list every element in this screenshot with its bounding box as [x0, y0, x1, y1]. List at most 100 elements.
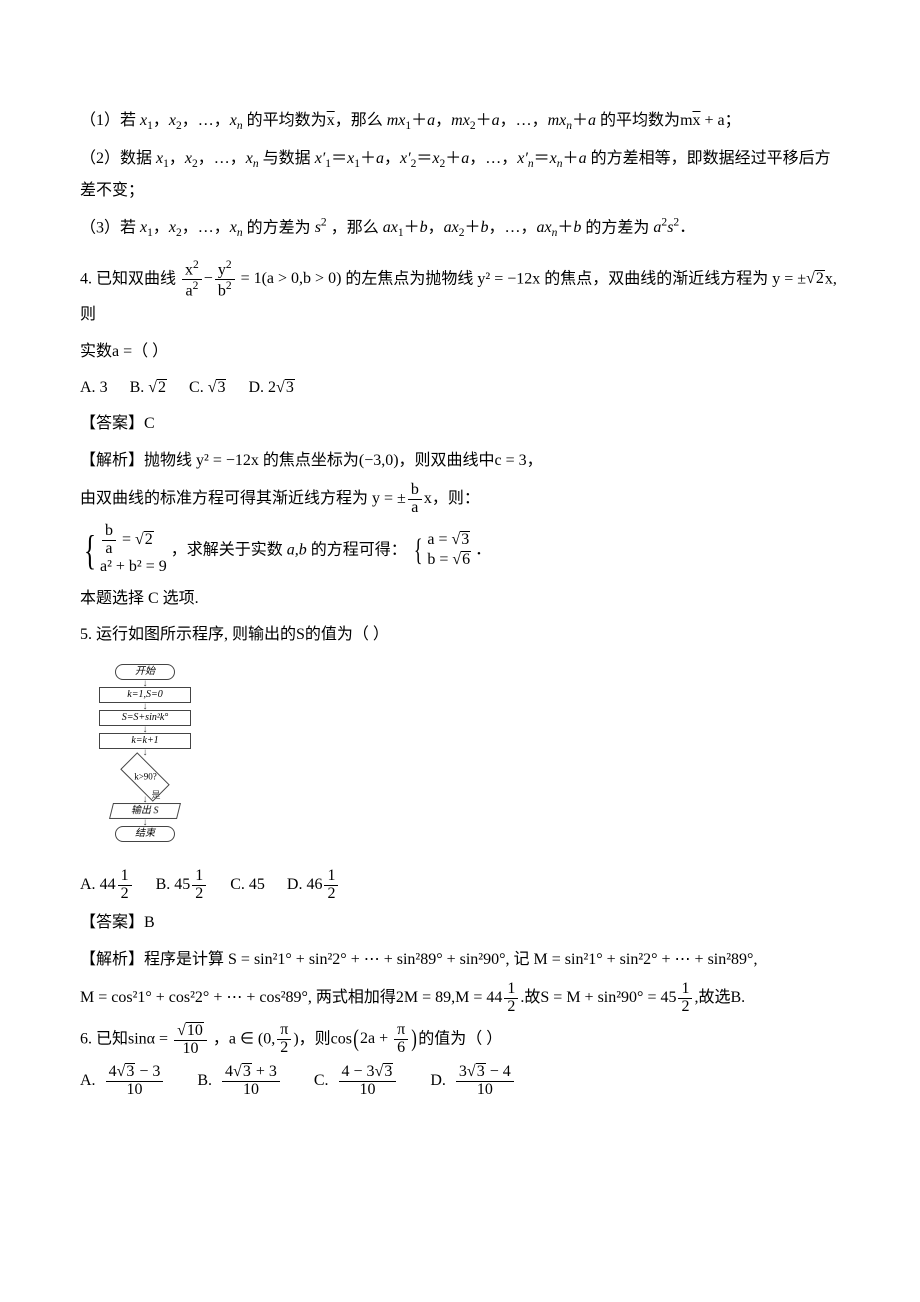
text: 的平均数为 [600, 112, 680, 129]
den: 2 [678, 999, 692, 1016]
a: 4 [109, 1063, 117, 1080]
q6-option-b: B. 4√3 + 310 [197, 1063, 281, 1099]
label: C. [189, 379, 204, 396]
q4-option-b: B.√2 [130, 373, 167, 403]
num: π [277, 1022, 291, 1040]
den: 10 [106, 1082, 164, 1099]
den: a [408, 500, 422, 517]
ab: a,b [287, 541, 311, 558]
text: 的焦点坐标为(−3,0)，则双曲线中c = 3， [263, 452, 543, 469]
text: y² = −12x [477, 270, 540, 287]
q4-answer: 【答案】C [80, 409, 840, 439]
text: （2）数据 [80, 150, 156, 167]
text: 2a + [360, 1030, 392, 1047]
a: 4 − 3 [342, 1063, 375, 1080]
text: m [680, 112, 692, 129]
label: B. [197, 1072, 212, 1089]
text: （3）若 [80, 219, 140, 236]
val: 2 [157, 379, 167, 396]
den: 10 [174, 1041, 207, 1058]
q5-stem: 5. 运行如图所示程序, 则输出的S的值为（ ） [80, 620, 840, 650]
label: B. [156, 876, 171, 893]
q5-options: A.4412 B.4512 C.45 D.4612 [80, 868, 840, 903]
q4-stem: 4. 已知双曲线 x2a2−y2b2 = 1(a > 0,b > 0) 的左焦点… [80, 259, 840, 331]
den: 2 [192, 886, 206, 903]
arrow-icon: ↓是 [84, 797, 206, 802]
text: x，则： [424, 490, 480, 507]
rad: 3 [460, 531, 470, 548]
q6-option-d: D. 3√3 − 410 [430, 1063, 515, 1099]
text: ，求解关于实数 [171, 541, 287, 558]
q5-option-c: C.45 [230, 870, 265, 900]
fc-step2: k=k+1 [99, 733, 191, 749]
q5-explain-1: 【解析】程序是计算 S = sin²1° + sin²2° + ⋯ + sin²… [80, 945, 840, 975]
text: y² = −12x [196, 452, 259, 469]
text: 的焦点，双曲线的渐近线方程为 [544, 270, 768, 287]
int: 45 [174, 876, 190, 893]
text: b = [427, 551, 452, 568]
arrow-icon: ↓ [84, 681, 206, 686]
text: ,故选B. [694, 989, 745, 1006]
text: a² + b² = 9 [100, 557, 167, 578]
q6-option-c: C. 4 − 3√310 [314, 1063, 398, 1099]
label: B. [130, 379, 145, 396]
text: 的值为（ ） [418, 1030, 502, 1047]
q4-options: A.3 B.√2 C.√3 D.2√3 [80, 373, 840, 403]
q6-stem: 6. 已知sinα = √1010 ，a ∈ (0,π2)，则cos(2a + … [80, 1022, 840, 1058]
fc-cond: k>90? [120, 752, 169, 801]
b: − 4 [486, 1063, 511, 1080]
q5-answer: 【答案】B [80, 908, 840, 938]
num: 1 [118, 868, 132, 886]
val: 3 [216, 379, 226, 396]
flowchart: 开始 ↓ k=1,S=0 ↓ S=S+sin²k° ↓ k=k+1 ↓ k>90… [80, 657, 210, 862]
eq: M = cos²1° + cos²2° + ⋯ + cos²89°, [80, 989, 312, 1006]
text: y = ± [772, 270, 806, 287]
q5-option-b: B.4512 [156, 868, 209, 903]
rad: 3 [383, 1063, 393, 1080]
q5-option-d: D.4612 [287, 868, 341, 903]
text: ，那么 [335, 112, 387, 129]
q4-explain-2: 由双曲线的标准方程可得其渐近线方程为 y = ±bax，则： [80, 482, 840, 517]
text: 6. 已知sinα = [80, 1030, 172, 1047]
label: D. [430, 1072, 446, 1089]
fc-start: 开始 [115, 664, 175, 680]
text: 2 [815, 270, 825, 287]
xbar: x [327, 112, 335, 129]
eq: = [118, 531, 135, 548]
b: − 3 [135, 1063, 160, 1080]
fc-end: 结束 [115, 826, 175, 842]
den: a [102, 541, 116, 558]
num: 1 [192, 868, 206, 886]
den: 10 [456, 1082, 514, 1099]
num: 1 [324, 868, 338, 886]
label: A. [80, 876, 96, 893]
arrow-icon: ↓ [84, 727, 206, 732]
text: 的方程可得： [311, 541, 407, 558]
label: D. [287, 876, 303, 893]
text: 的平均数为 [247, 112, 327, 129]
fc-output: 输出 S [109, 803, 181, 819]
text: 的左焦点为抛物线 [345, 270, 473, 287]
text: 4. 已知双曲线 [80, 270, 176, 287]
q4-explain-3: { ba = √2 a² + b² = 9 ，求解关于实数 a,b 的方程可得：… [80, 523, 840, 578]
rad: 10 [186, 1022, 204, 1039]
den: 2 [277, 1040, 291, 1057]
b: + 3 [252, 1063, 277, 1080]
text: + a； [701, 112, 741, 129]
text: 由双曲线的标准方程可得其渐近线方程为 [80, 490, 368, 507]
q4-conclusion: 本题选择 C 选项. [80, 584, 840, 614]
label: A. [80, 1072, 96, 1089]
text: )，则cos [293, 1030, 352, 1047]
eq: M = sin²1° + sin²2° + ⋯ + sin²89°, [534, 951, 758, 968]
arrow-icon: ↓ [84, 750, 206, 755]
text: = 1(a > 0,b > 0) [241, 270, 342, 287]
den: 10 [339, 1082, 397, 1099]
fc-step1: S=S+sin²k° [99, 710, 191, 726]
rad: 3 [125, 1063, 135, 1080]
rad: 6 [461, 551, 471, 568]
text: ，a ∈ (0, [213, 1030, 275, 1047]
property-1: （1）若 x1，x2，…，xn 的平均数为x，那么 mx1＋a，mx2＋a，…，… [80, 106, 840, 138]
arrow-icon: ↓ [84, 820, 206, 825]
q5-explain-2: M = cos²1° + cos²2° + ⋯ + cos²89°, 两式相加得… [80, 981, 840, 1016]
int: 46 [306, 876, 322, 893]
